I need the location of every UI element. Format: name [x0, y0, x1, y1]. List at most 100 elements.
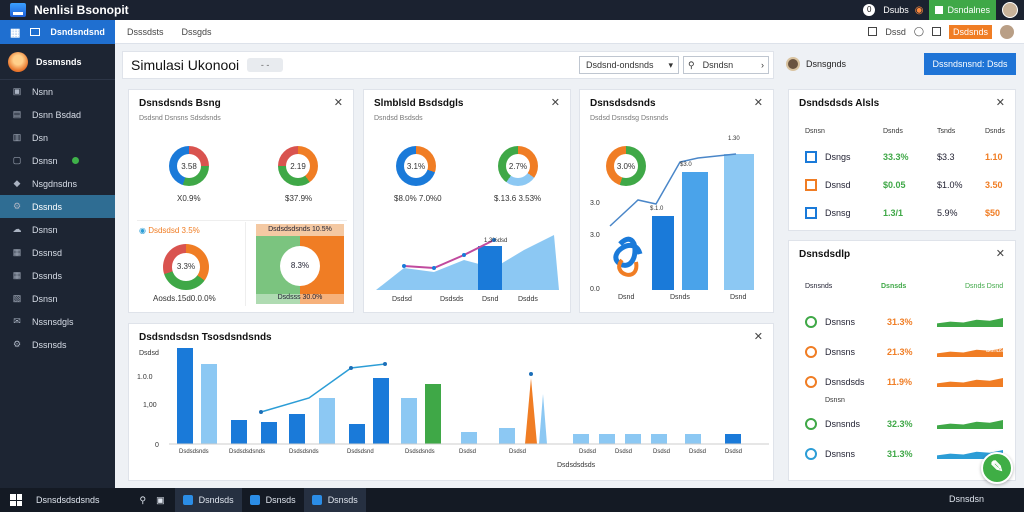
sidebar-item-label: Dsnsn [32, 293, 58, 304]
app-icon [249, 495, 260, 505]
taskbar-app[interactable]: Dsndsds [174, 488, 242, 512]
sidebar-item[interactable]: ▢ Dsnsn [0, 149, 115, 172]
donut-caption: $37.9% [285, 194, 313, 203]
table-row[interactable]: Dsnsns 31.3% [797, 441, 1007, 467]
y-label: 0 [155, 442, 159, 449]
sidebar-item[interactable]: ▣ Nsnn [0, 80, 115, 103]
row-name: Dsnsns [825, 317, 856, 327]
chat-icon[interactable]: ◯ [913, 26, 924, 36]
table-row[interactable]: Dsnsnds 32.3% [797, 411, 1007, 437]
legend-text: ◉ Dsdsdsd 3.5% [139, 226, 200, 235]
tab-2[interactable]: Dssgds [181, 26, 212, 37]
sidebar-item-label: Dsnsn [32, 224, 58, 235]
image-icon[interactable] [868, 27, 878, 36]
x-label: Dsdsdsnds [405, 449, 435, 455]
table-row[interactable]: Dsnsd $0.05 $1.0% 3.50 [797, 172, 1007, 198]
gear-icon [805, 448, 817, 460]
row-value: 3.50 [985, 180, 1003, 190]
y-label: 1,00 [143, 402, 157, 409]
bar [177, 348, 193, 444]
close-icon[interactable]: ✕ [550, 97, 560, 109]
row-name: Dsnsg [825, 208, 851, 218]
row-value: 1.10 [985, 152, 1003, 162]
sidebar-item[interactable]: ⚙ Dssnsds [0, 333, 115, 356]
close-icon[interactable]: ✕ [995, 97, 1005, 109]
taskbar-search[interactable]: Dsnsdsdsdsnds [36, 495, 100, 505]
title-pill[interactable]: - - [247, 58, 284, 72]
search-icon[interactable]: ⚲ [139, 494, 147, 505]
x-label: Dsdds [518, 296, 538, 303]
table-row[interactable]: Dsnsdsds 11.9% [797, 369, 1007, 395]
data-point [349, 366, 353, 370]
table-row[interactable]: Dsnsns 21.3% Dsnds [797, 339, 1007, 365]
green-action-button[interactable]: Dsndalnes [929, 0, 996, 20]
row-name: Dsngs [825, 152, 851, 162]
sidebar-item-label: Dssnds [32, 201, 63, 212]
tab-1[interactable]: Dsssdsts [127, 26, 164, 37]
sidebar-item[interactable]: ⚙ Dssnds [0, 195, 115, 218]
table-row[interactable]: Dsnsg 1.3/1 5.9% $50 [797, 200, 1007, 226]
user-label[interactable]: Dsubs [883, 5, 909, 15]
avatar [8, 51, 28, 72]
sidebar-item[interactable]: ✉ Nssnsdgls [0, 310, 115, 333]
sidebar-item[interactable]: ▧ Dsnsn [0, 287, 115, 310]
clock[interactable]: Dsnsdsn [948, 494, 984, 504]
row-value: 21.3% [887, 347, 913, 357]
gear-icon: ⚙ [12, 201, 22, 211]
sidebar-item[interactable]: ▦ Dssnds [0, 264, 115, 287]
donut-center: 3.3% [172, 253, 200, 281]
sidebar-item[interactable]: ▥ Dsn [0, 126, 115, 149]
bar [499, 428, 515, 444]
primary-button[interactable]: Dssndsnsnd: Dsds [924, 53, 1016, 75]
windows-start-icon[interactable] [10, 494, 22, 506]
x-label: Dsdsd [689, 449, 707, 455]
row-name: Dsnsnds [825, 419, 861, 429]
avatar[interactable] [786, 57, 800, 71]
orange-button[interactable]: Dsdsnds [948, 24, 992, 39]
close-icon[interactable]: ✕ [753, 331, 763, 343]
sidebar-item[interactable]: ◆ Nsgdnsdns [0, 172, 115, 195]
card-subtitle: Dsndsd Bsdsds [374, 115, 423, 122]
data-point [462, 253, 466, 257]
user-status-icon[interactable]: 0 [863, 4, 876, 16]
primary-button-label: Dssndsnsnd: Dsds [932, 59, 1008, 69]
edit-icon[interactable] [931, 27, 941, 36]
table-row[interactable]: Dsnsns 31.3% [797, 309, 1007, 335]
folder-icon[interactable]: ▣ [156, 494, 165, 505]
bell-icon[interactable]: ◉ [914, 4, 924, 16]
close-icon[interactable]: ✕ [333, 97, 343, 109]
task-label: Dsndsds [198, 495, 234, 505]
close-icon[interactable]: ✕ [753, 97, 763, 109]
sidebar-user[interactable]: Dssmsnds [0, 44, 115, 80]
data-point [492, 238, 496, 242]
bar-label: 1.30 [728, 136, 740, 142]
sidebar-item[interactable]: ☁ Dsnsn [0, 218, 115, 241]
row-name: Dsnsd [825, 180, 851, 190]
avatar[interactable] [1002, 2, 1018, 18]
sidebar-item[interactable]: ▦ Dssnsd [0, 241, 115, 264]
loop-line-accent [617, 258, 639, 277]
edit-fab-button[interactable]: ✎ [981, 452, 1013, 484]
avatar[interactable] [1000, 24, 1014, 39]
grid-icon[interactable]: ▦ [10, 26, 21, 39]
row-value: 11.9% [887, 377, 913, 387]
taskbar-app[interactable]: Dsnsds [303, 488, 366, 512]
row-value: 31.3% [887, 317, 913, 327]
sidebar-item[interactable]: ▤ Dsnn Bsdad [0, 103, 115, 126]
search-input[interactable]: ⚲ Dsndsn › [683, 56, 769, 74]
taskbar-app[interactable]: Dsnsds [242, 488, 304, 512]
highlight-bar [478, 246, 502, 290]
close-icon[interactable]: ✕ [995, 248, 1005, 260]
subbar-right-label[interactable]: Dssd [885, 26, 906, 37]
table-row[interactable]: Dsngs 33.3% $3.3 1.10 [797, 144, 1007, 170]
area-line-chart [376, 235, 559, 290]
data-point [529, 372, 533, 376]
grid-icon: ▦ [12, 270, 22, 280]
x-label: Dsdsd [392, 296, 412, 303]
sparkline-bar [937, 450, 1003, 459]
sidebar-header[interactable]: ▦ Dsndsndsnd [0, 20, 115, 44]
mail-icon: ✉ [13, 316, 21, 326]
row-value: 32.3% [887, 419, 913, 429]
trend-line [609, 153, 737, 227]
range-select[interactable]: Dsdsnd-ondsnds ▾ [579, 56, 679, 74]
